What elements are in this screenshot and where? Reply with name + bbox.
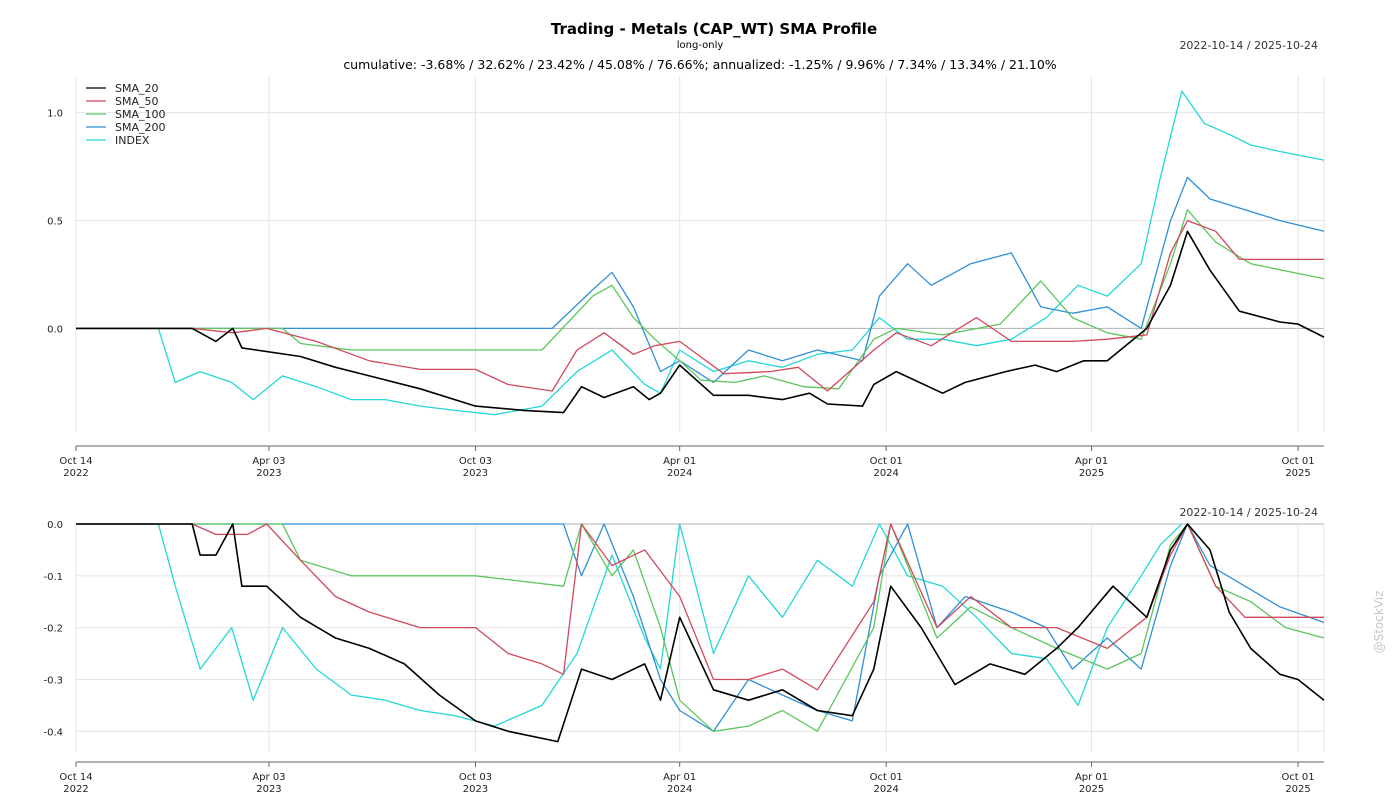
- x-tick-label: Oct 01 2024: [870, 456, 903, 479]
- x-tick-label: Apr 03 2023: [252, 456, 285, 479]
- x-tick-label: Oct 03 2023: [459, 772, 492, 795]
- y-tick-label: -0.3: [43, 675, 63, 686]
- legend-label: SMA_200: [115, 121, 166, 134]
- series-line-sma-50: [76, 219, 1324, 392]
- x-tick-label: Apr 03 2023: [252, 772, 285, 795]
- series-line-index: [76, 90, 1325, 416]
- y-tick-label: -0.1: [43, 572, 63, 583]
- x-tick-label: Apr 01 2025: [1075, 772, 1108, 795]
- x-tick-label: Oct 14 2022: [59, 772, 92, 795]
- chart-subtitle: long-only: [677, 40, 724, 51]
- series-line-sma-50: [76, 523, 1324, 691]
- legend-label: SMA_100: [115, 108, 166, 121]
- drawdown-panel: 0.0 -0.1 -0.2 -0.3 -0.4 Oct 14 2022 Apr 03 2023 O…: [43, 520, 1325, 795]
- series-line-sma-100: [76, 209, 1325, 390]
- y-tick-label: 0.5: [47, 217, 63, 228]
- x-tick-label: Oct 01 2025: [1281, 772, 1314, 795]
- series-line-sma-20: [76, 523, 1325, 743]
- date-range-bottom: 2022-10-14 / 2025-10-24: [1179, 506, 1318, 519]
- x-tick-label: Apr 01 2024: [663, 456, 696, 479]
- series-line-sma-200: [76, 523, 1325, 732]
- x-tick-label: Apr 01 2025: [1075, 456, 1108, 479]
- series-line-sma-100: [76, 523, 1325, 732]
- y-tick-label: -0.2: [43, 624, 63, 635]
- series-line-index: [76, 523, 1183, 727]
- x-tick-label: Oct 14 2022: [59, 456, 92, 479]
- x-tick-label: Oct 01 2024: [870, 772, 903, 795]
- watermark: @StockViz: [1372, 591, 1386, 654]
- y-tick-label: -0.4: [43, 727, 63, 738]
- x-tick-label: Apr 01 2024: [663, 772, 696, 795]
- x-tick-label: Oct 01 2025: [1281, 456, 1314, 479]
- y-tick-label: 0.0: [47, 324, 63, 335]
- legend-label: INDEX: [115, 134, 150, 147]
- y-tick-label: 1.0: [47, 109, 63, 120]
- legend-label: SMA_50: [115, 95, 159, 108]
- y-tick-label: 0.0: [47, 520, 63, 531]
- series-line-sma-200: [76, 176, 1325, 384]
- series-line-sma-20: [76, 230, 1325, 414]
- performance-summary: cumulative: -3.68% / 32.62% / 23.42% / 4…: [343, 57, 1056, 72]
- legend-label: SMA_20: [115, 82, 159, 95]
- date-range-top: 2022-10-14 / 2025-10-24: [1179, 39, 1318, 52]
- x-tick-label: Oct 03 2023: [459, 456, 492, 479]
- cumulative-panel: 1.0 0.5 0.0 Oct 14 2022 Apr 03 2023 Oct 03 2023 A…: [47, 76, 1325, 479]
- chart-title: Trading - Metals (CAP_WT) SMA Profile: [551, 20, 877, 38]
